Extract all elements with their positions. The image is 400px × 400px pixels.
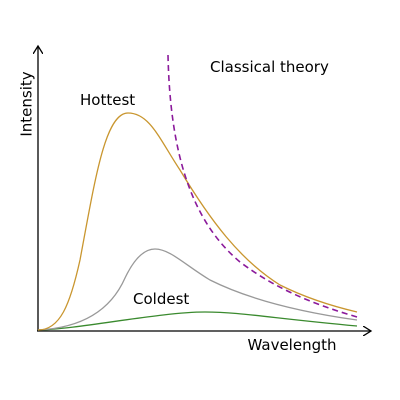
hottest-label: Hottest: [80, 91, 135, 109]
classical-label: Classical theory: [210, 58, 329, 76]
x-axis-label: Wavelength: [248, 336, 337, 354]
middle-curve: [37, 248, 358, 331]
classical-curve: [167, 54, 358, 318]
coldest-label: Coldest: [133, 290, 189, 308]
hottest-curve: [37, 112, 358, 331]
coldest-curve: [37, 311, 358, 331]
y-axis-label: Intensity: [18, 71, 36, 136]
